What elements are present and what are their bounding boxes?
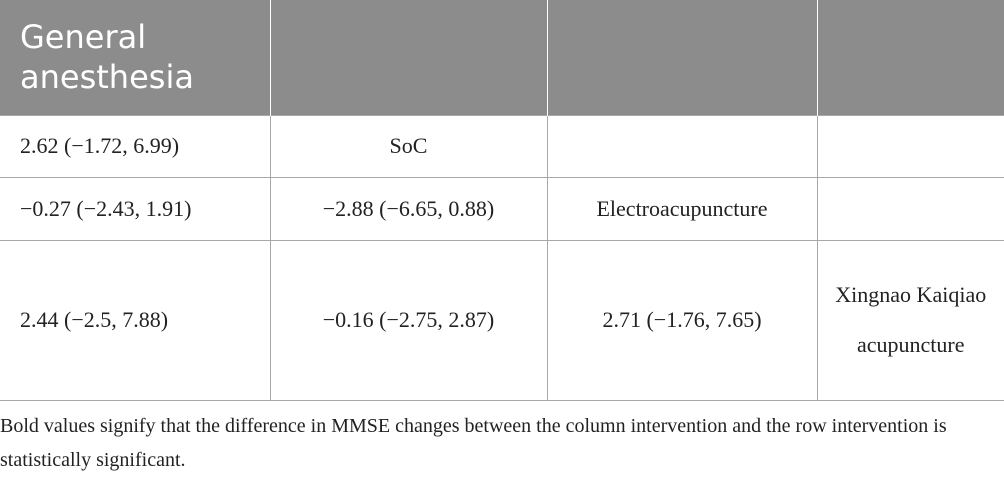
table-cell: 2.71 (−1.76, 7.65): [546, 239, 818, 401]
table-cell: −2.88 (−6.65, 0.88): [269, 176, 548, 241]
diagonal-cell: Electroacupuncture: [546, 176, 818, 241]
empty-cell: [816, 176, 1004, 241]
header-cell: [817, 0, 1004, 115]
diagonal-cell: Xingnao Kaiqiao acupuncture: [816, 239, 1004, 401]
table-cell: −0.27 (−2.43, 1.91): [0, 176, 271, 241]
table-row: −0.27 (−2.43, 1.91) −2.88 (−6.65, 0.88) El…: [0, 176, 1004, 241]
table-cell: 2.62 (−1.72, 6.99): [0, 114, 271, 178]
header-cell: [547, 0, 818, 115]
empty-cell: [546, 114, 818, 178]
header-row: General anesthesia: [0, 0, 1004, 115]
table-body: 2.62 (−1.72, 6.99) SoC −0.27 (−2.43, 1.91)…: [0, 114, 1004, 401]
diagonal-cell: SoC: [269, 114, 548, 178]
data-table: General anesthesia 2.62 (−1.72, 6.99) SoC…: [0, 0, 1004, 401]
table-cell: −0.16 (−2.75, 2.87): [269, 239, 548, 401]
table-row: 2.44 (−2.5, 7.88) −0.16 (−2.75, 2.87) 2.71…: [0, 239, 1004, 401]
empty-cell: [816, 114, 1004, 178]
table-row: 2.62 (−1.72, 6.99) SoC: [0, 114, 1004, 178]
header-cell: [270, 0, 548, 115]
footnote: Bold values signify that the difference …: [0, 414, 947, 471]
header-cell: General anesthesia: [0, 0, 271, 115]
table-cell: 2.44 (−2.5, 7.88): [0, 239, 271, 401]
